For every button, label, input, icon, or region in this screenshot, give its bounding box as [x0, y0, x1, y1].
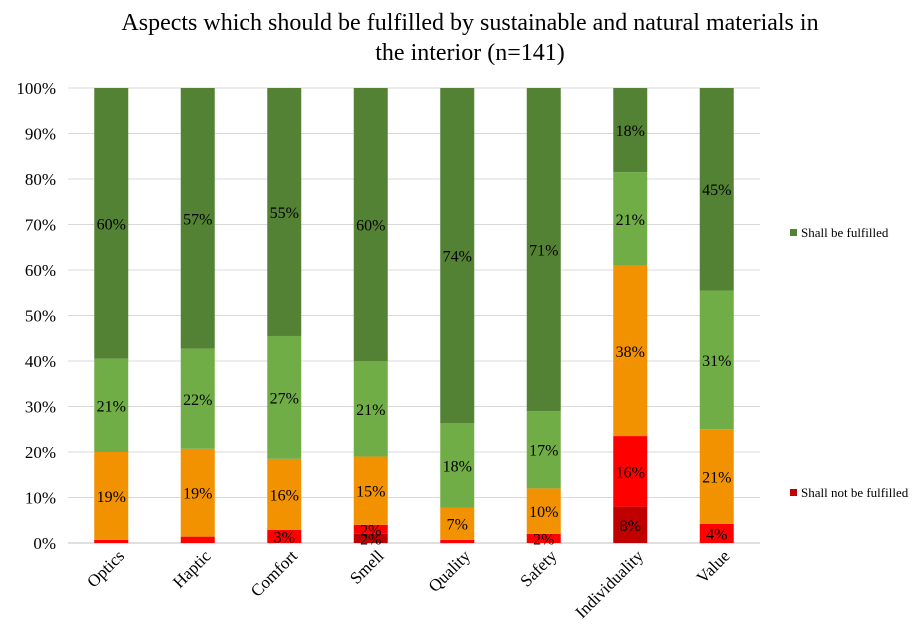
y-tick-label: 90% — [25, 125, 56, 144]
category-label: Safety — [516, 546, 560, 590]
bar-segment — [526, 533, 561, 543]
data-label: 22% — [183, 392, 212, 409]
chart-title-line-2: the interior (n=141) — [375, 40, 564, 66]
data-label: 21% — [97, 398, 126, 415]
data-label: 60% — [97, 216, 126, 233]
category-label: Comfort — [247, 546, 301, 600]
data-labels: 19%21%60%19%22%57%3%16%27%55%2%2%15%21%6… — [97, 123, 732, 548]
data-label: 16% — [616, 464, 645, 481]
legend: Shall be fulfilled Shall not be fulfilled — [790, 225, 909, 500]
data-label: 18% — [616, 123, 645, 140]
bars — [94, 88, 734, 543]
bar-segment — [699, 290, 734, 430]
data-label: 19% — [97, 489, 126, 506]
bar-segment — [353, 88, 388, 361]
y-tick-label: 60% — [25, 261, 56, 280]
y-axis-ticks: 0% 10% 20% 30% 40% 50% 60% 70% 80% 90% 100% — [16, 79, 56, 553]
bar-segment — [440, 88, 475, 424]
legend-swatch — [790, 489, 797, 496]
data-label: 60% — [356, 218, 385, 235]
y-tick-label: 20% — [25, 443, 56, 462]
bar-segment — [267, 529, 302, 543]
data-label: 19% — [183, 486, 212, 503]
data-label: 4% — [706, 526, 727, 543]
data-label: 17% — [529, 443, 558, 460]
bar-segment — [526, 88, 561, 412]
bar-segment — [267, 88, 302, 336]
data-label: 10% — [529, 504, 558, 521]
y-tick-label: 30% — [25, 398, 56, 417]
bar-segment — [94, 88, 129, 359]
data-label: 3% — [274, 529, 295, 546]
data-label: 31% — [702, 353, 731, 370]
category-label: Individuality — [572, 546, 648, 622]
data-label: 27% — [270, 390, 299, 407]
bar-segment — [613, 88, 648, 173]
bar-segment — [526, 488, 561, 534]
bar-segment — [267, 335, 302, 459]
category-label: Quality — [425, 546, 475, 596]
bar-segment — [180, 348, 215, 449]
bar-segment — [699, 429, 734, 524]
data-label: 2% — [360, 522, 381, 539]
data-label: 18% — [443, 458, 472, 475]
data-label: 15% — [356, 484, 385, 501]
data-label: 21% — [702, 470, 731, 487]
x-axis-categories: Optics Haptic Comfort Smell Quality Safety Ind… — [83, 546, 733, 622]
legend-label: Shall not be fulfilled — [801, 485, 909, 500]
bar-segment — [180, 536, 215, 543]
legend-swatch — [790, 229, 797, 236]
bar-segment — [180, 448, 215, 537]
data-label: 57% — [183, 211, 212, 228]
bar-segment — [353, 456, 388, 525]
bar-segment — [94, 358, 129, 452]
bar-segment — [440, 507, 475, 540]
data-label: 71% — [529, 243, 558, 260]
data-label: 74% — [443, 249, 472, 266]
bar-segment — [699, 88, 734, 291]
data-label: 2% — [360, 531, 381, 548]
bar-segment — [613, 506, 648, 543]
bar-segment — [180, 88, 215, 349]
data-label: 21% — [356, 402, 385, 419]
data-label: 38% — [616, 344, 645, 361]
data-label: 7% — [447, 517, 468, 534]
bar-segment — [440, 539, 475, 543]
y-tick-label: 50% — [25, 307, 56, 326]
bar-segment — [699, 523, 734, 543]
bar-segment — [613, 265, 648, 437]
y-tick-label: 70% — [25, 216, 56, 235]
category-label: Smell — [346, 546, 388, 588]
data-label: 55% — [270, 205, 299, 222]
bar-segment — [94, 539, 129, 543]
data-label: 2% — [533, 531, 554, 548]
data-label: 21% — [616, 212, 645, 229]
y-tick-label: 100% — [16, 79, 56, 98]
y-tick-label: 10% — [25, 489, 56, 508]
bar-segment — [353, 524, 388, 534]
bar-segment — [613, 436, 648, 507]
category-label: Optics — [83, 546, 128, 591]
bar-segment — [94, 452, 129, 540]
data-label: 45% — [702, 182, 731, 199]
bar-segment — [353, 361, 388, 457]
bar-segment — [267, 458, 302, 530]
data-label: 8% — [620, 518, 641, 535]
gridlines — [68, 87, 760, 544]
category-label: Haptic — [169, 546, 215, 592]
y-tick-label: 0% — [33, 534, 56, 553]
y-tick-label: 80% — [25, 170, 56, 189]
chart-title-line-1: Aspects which should be fulfilled by sus… — [121, 10, 818, 36]
data-label: 16% — [270, 487, 299, 504]
category-label: Value — [693, 546, 734, 587]
legend-label: Shall be fulfilled — [801, 225, 889, 240]
bar-segment — [353, 533, 388, 543]
bar-segment — [440, 423, 475, 508]
bar-segment — [613, 172, 648, 266]
y-tick-label: 40% — [25, 352, 56, 371]
bar-segment — [526, 411, 561, 489]
